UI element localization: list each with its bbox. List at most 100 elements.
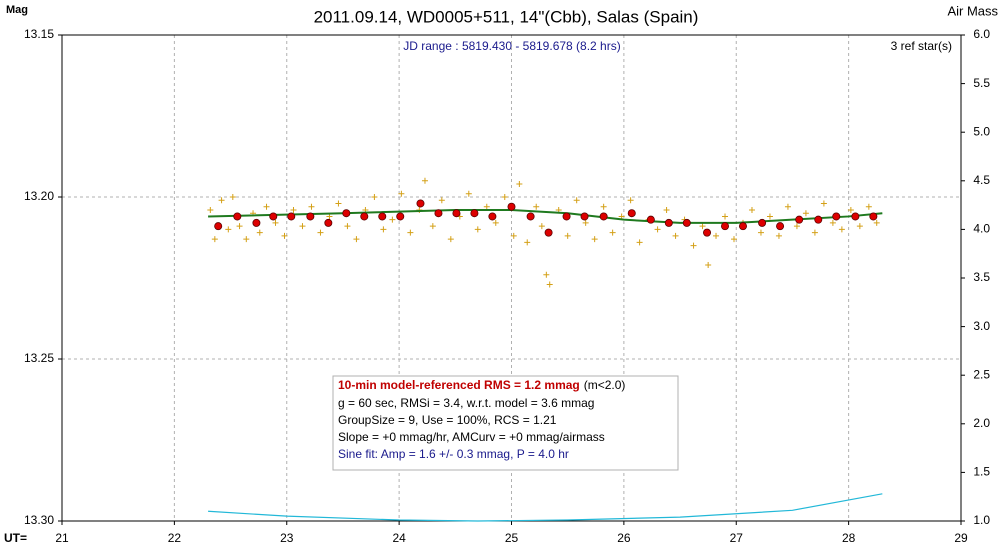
binned-point: [580, 212, 589, 221]
data-point: [663, 206, 670, 213]
data-point: [492, 219, 499, 226]
x-tick-label: 28: [842, 531, 856, 545]
binned-point: [758, 218, 767, 227]
data-point: [802, 210, 809, 217]
data-point: [281, 232, 288, 239]
data-point: [229, 194, 236, 200]
binned-point: [814, 215, 823, 224]
binned-point: [703, 228, 712, 237]
binned-point: [646, 215, 655, 224]
binned-point: [544, 228, 553, 237]
data-point: [389, 216, 396, 223]
data-point: [546, 281, 553, 288]
binned-point: [776, 222, 785, 231]
data-point: [636, 239, 643, 246]
data-point: [299, 223, 306, 230]
data-point: [543, 271, 550, 278]
data-point: [236, 223, 243, 230]
stats-line: g = 60 sec, RMSi = 3.4, w.r.t. model = 3…: [338, 396, 594, 410]
data-point: [766, 213, 773, 220]
y-tick-label: 13.20: [24, 189, 54, 203]
y2-tick-label: 2.0: [973, 416, 990, 430]
data-point: [344, 223, 351, 230]
data-point: [829, 219, 836, 226]
data-point: [371, 194, 378, 200]
y-tick-label: 13.15: [24, 27, 54, 41]
data-point: [335, 200, 342, 207]
data-point: [533, 203, 540, 210]
data-point: [524, 239, 531, 246]
data-point: [308, 203, 315, 210]
binned-point: [360, 212, 369, 221]
data-point: [847, 206, 854, 213]
stats-headline-main: 10-min model-referenced RMS = 1.2 mmag: [338, 378, 580, 392]
data-point: [290, 206, 297, 213]
y2-tick-label: 3.5: [973, 270, 990, 284]
data-point: [353, 236, 360, 243]
binned-point: [396, 212, 405, 221]
stats-line: GroupSize = 9, Use = 100%, RCS = 1.21: [338, 413, 557, 427]
y2-tick-label: 5.0: [973, 124, 990, 138]
binned-point: [488, 212, 497, 221]
data-point: [465, 190, 472, 197]
y2-tick-label: 1.0: [973, 513, 990, 527]
data-point: [263, 203, 270, 210]
y2-tick-label: 4.5: [973, 173, 990, 187]
data-point: [757, 229, 764, 236]
binned-point: [507, 202, 516, 211]
binned-point: [627, 209, 636, 218]
y2-tick-label: 4.0: [973, 222, 990, 236]
data-point: [591, 236, 598, 243]
data-point: [272, 219, 279, 226]
stats-sine-fit: Sine fit: Amp = 1.6 +/- 0.3 mmag, P = 4.…: [338, 447, 569, 461]
data-point: [380, 226, 387, 233]
data-point: [256, 229, 263, 236]
data-point: [438, 197, 445, 204]
binned-point: [252, 218, 261, 227]
binned-point: [233, 212, 242, 221]
stats-box: [332, 375, 679, 471]
binned-point: [470, 209, 479, 218]
binned-point: [287, 212, 296, 221]
data-point: [838, 226, 845, 233]
y2-axis-label: Air Mass: [947, 3, 998, 18]
data-point: [856, 223, 863, 230]
x-tick-label: 27: [730, 531, 744, 545]
binned-point: [832, 212, 841, 221]
binned-point: [738, 222, 747, 231]
data-point: [207, 206, 214, 213]
data-point: [474, 226, 481, 233]
binned-point: [416, 199, 425, 208]
y2-tick-label: 2.5: [973, 367, 990, 381]
data-point: [699, 223, 706, 230]
x-tick-label: 22: [168, 531, 182, 545]
data-point: [731, 236, 738, 243]
binned-point: [682, 218, 691, 227]
y-tick-label: 13.30: [24, 513, 54, 527]
data-point: [211, 236, 218, 243]
binned-point: [342, 209, 351, 218]
x-tick-label: 25: [505, 531, 519, 545]
data-point: [398, 190, 405, 197]
data-point: [564, 232, 571, 239]
data-point: [429, 223, 436, 230]
data-point: [722, 213, 729, 220]
x-axis-label: UT=: [4, 531, 27, 545]
x-tick-label: 23: [280, 531, 294, 545]
data-point: [811, 229, 818, 236]
binned-point: [721, 222, 730, 231]
data-point: [582, 219, 589, 226]
data-point: [690, 242, 697, 249]
plot-area: 21 22 23 24 25 26 27 28 29 13.15 13.20 13.25 13.30 1.…: [24, 27, 990, 545]
x-tick-label: 29: [954, 531, 968, 545]
data-point: [407, 229, 414, 236]
chart-title: 2011.09.14, WD0005+511, 14"(Cbb), Salas …: [314, 7, 699, 26]
binned-point: [599, 212, 608, 221]
x-tick-label: 26: [617, 531, 631, 545]
stats-headline-note: (m<2.0): [584, 378, 626, 392]
annotation: 3 ref star(s): [891, 39, 952, 53]
binned-point: [664, 218, 673, 227]
binned-point: [795, 215, 804, 224]
